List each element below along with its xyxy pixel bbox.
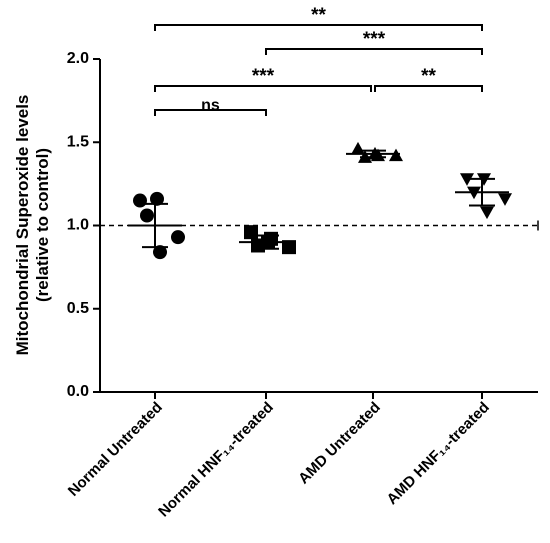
x-tick-label: Normal Untreated: [65, 399, 166, 500]
y-axis-label: (relative to control): [33, 148, 52, 302]
point: [498, 193, 512, 206]
significance-label: ***: [252, 66, 275, 87]
y-tick-label: 0.0: [67, 383, 89, 400]
point: [244, 225, 258, 240]
point: [251, 238, 265, 253]
point: [480, 206, 494, 220]
significance-label: **: [421, 66, 436, 87]
x-tick-label: Normal HNF₁₄-treated: [155, 399, 277, 521]
bracket: [154, 85, 372, 92]
point: [171, 230, 185, 245]
bracket: [265, 48, 483, 55]
significance-label: ns: [201, 97, 220, 114]
point: [153, 245, 167, 260]
x-tick-label: AMD Untreated: [295, 399, 384, 488]
point: [460, 173, 474, 186]
y-tick-label: 1.5: [67, 133, 89, 150]
point: [351, 141, 365, 155]
point: [150, 191, 164, 206]
y-axis-label: Mitochondrial Superoxide levels: [13, 95, 32, 356]
bracket: [374, 85, 483, 92]
bracket: [154, 24, 483, 31]
y-tick-label: 2.0: [67, 50, 89, 67]
y-tick-label: 1.0: [67, 217, 89, 234]
bracket: [154, 109, 267, 116]
point: [133, 193, 147, 208]
x-tick-label: AMD HNF₁₄-treated: [384, 399, 493, 508]
point: [140, 208, 154, 223]
significance-label: ***: [363, 29, 386, 50]
point: [282, 240, 296, 255]
y-tick-label: 0.5: [67, 300, 89, 317]
significance-label: **: [311, 5, 326, 26]
